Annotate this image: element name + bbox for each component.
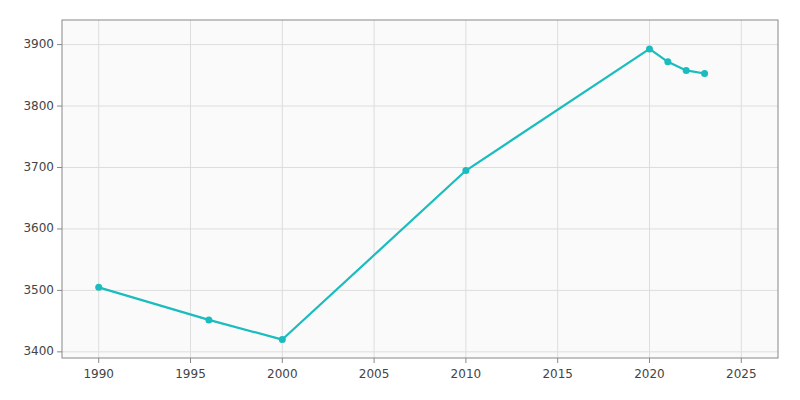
y-grid-line bbox=[62, 44, 778, 45]
plot-frame bbox=[62, 20, 778, 358]
data-point bbox=[462, 167, 469, 174]
data-point bbox=[279, 336, 286, 343]
x-grid-line bbox=[741, 20, 742, 358]
x-tick bbox=[741, 358, 742, 363]
y-grid-line bbox=[62, 228, 778, 229]
y-grid-line bbox=[62, 351, 778, 352]
y-tick-label: 3400 bbox=[23, 344, 54, 358]
y-tick-label: 3500 bbox=[23, 283, 54, 297]
chart-container: 3400 3500 3600 3700 3800 3900 1990 1995 2000 2005… bbox=[0, 0, 800, 400]
x-tick bbox=[374, 358, 375, 363]
x-grid-line bbox=[190, 20, 191, 358]
x-tick-label: 1995 bbox=[175, 367, 206, 381]
y-grid-line bbox=[62, 106, 778, 107]
y-tick bbox=[57, 167, 62, 168]
x-tick bbox=[649, 358, 650, 363]
chart-svg: 3400 3500 3600 3700 3800 3900 1990 1995 2000 2005… bbox=[0, 0, 800, 400]
x-tick bbox=[557, 358, 558, 363]
y-tick bbox=[57, 290, 62, 291]
x-tick bbox=[282, 358, 283, 363]
x-tick-label: 2015 bbox=[542, 367, 573, 381]
x-grid-line bbox=[649, 20, 650, 358]
data-point bbox=[205, 316, 212, 323]
x-tick bbox=[465, 358, 466, 363]
y-tick-label: 3900 bbox=[23, 37, 54, 51]
page: {"chart_data": {"type": "line", "x": [19… bbox=[0, 0, 800, 400]
x-tick-label: 2005 bbox=[359, 367, 390, 381]
data-point bbox=[95, 284, 102, 291]
x-tick-label: 1990 bbox=[83, 367, 114, 381]
data-point bbox=[701, 70, 708, 77]
plot-background bbox=[62, 20, 778, 358]
x-tick-label: 2000 bbox=[267, 367, 298, 381]
y-tick-label: 3700 bbox=[23, 160, 54, 174]
x-tick bbox=[98, 358, 99, 363]
x-tick bbox=[190, 358, 191, 363]
data-line bbox=[99, 49, 705, 340]
y-tick bbox=[57, 44, 62, 45]
y-tick bbox=[57, 106, 62, 107]
y-tick-label: 3600 bbox=[23, 221, 54, 235]
grid bbox=[62, 20, 778, 358]
y-grid-line bbox=[62, 167, 778, 168]
axes: 3400 3500 3600 3700 3800 3900 1990 1995 2000 2005… bbox=[23, 20, 778, 381]
y-tick-label: 3800 bbox=[23, 99, 54, 113]
data-point bbox=[646, 45, 653, 52]
x-grid-line bbox=[374, 20, 375, 358]
y-grid-line bbox=[62, 290, 778, 291]
x-tick-label: 2025 bbox=[726, 367, 757, 381]
x-grid-line bbox=[98, 20, 99, 358]
x-grid-line bbox=[465, 20, 466, 358]
x-grid-line bbox=[557, 20, 558, 358]
x-grid-line bbox=[282, 20, 283, 358]
x-tick-label: 2020 bbox=[634, 367, 665, 381]
y-tick bbox=[57, 351, 62, 352]
y-tick bbox=[57, 228, 62, 229]
x-tick-label: 2010 bbox=[451, 367, 482, 381]
data-layer bbox=[95, 45, 708, 343]
data-point bbox=[664, 58, 671, 65]
data-point bbox=[683, 67, 690, 74]
